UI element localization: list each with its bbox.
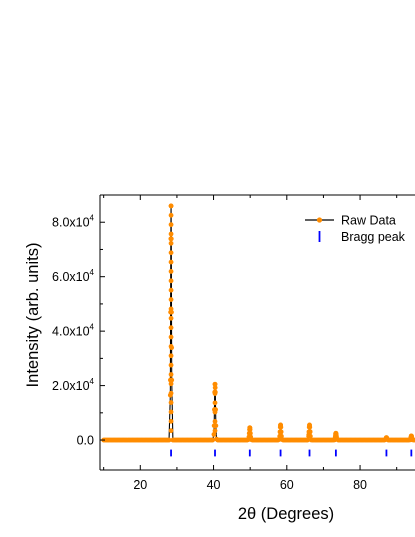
raw-data-point: [307, 433, 313, 439]
y-tick-exponent: 4: [90, 214, 95, 223]
y-tick-mantissa: 2.0x10: [52, 379, 90, 393]
raw-data-point: [168, 240, 174, 246]
legend-bragg-label: Bragg peak: [341, 230, 406, 244]
raw-data-markers: [101, 203, 415, 443]
raw-data-point: [168, 343, 174, 349]
raw-data-point: [168, 297, 174, 302]
y-tick-label: 2.0x104: [52, 377, 95, 393]
y-tick-label: 0.0: [77, 434, 94, 448]
y-tick-label: 6.0x104: [52, 268, 95, 284]
raw-data-point: [247, 431, 253, 437]
raw-data-point: [168, 334, 174, 340]
raw-data-point: [333, 430, 339, 436]
raw-data-point: [210, 437, 216, 443]
plot-area: [99, 194, 415, 471]
raw-data-point: [307, 422, 312, 428]
raw-data-point: [168, 212, 174, 218]
y-tick-label: 8.0x104: [52, 214, 95, 230]
raw-data-point: [247, 425, 253, 431]
raw-data-point: [212, 400, 218, 406]
raw-data-point: [168, 231, 174, 237]
raw-data-point: [212, 385, 218, 391]
data-layer: [101, 203, 415, 457]
raw-data-point: [384, 435, 389, 440]
legend-raw-marker: [316, 217, 323, 223]
y-tick-mantissa: 6.0x10: [52, 270, 90, 284]
x-tick-label: 40: [207, 478, 221, 492]
bragg-peaks: [170, 449, 413, 457]
y-tick-mantissa: 8.0x10: [52, 216, 90, 230]
raw-data-point: [212, 428, 218, 434]
x-axis: 20 40 60 80: [103, 195, 398, 492]
raw-data-point: [168, 409, 174, 415]
raw-data-point: [168, 259, 174, 265]
raw-data-point: [212, 419, 218, 424]
x-axis-title: 2θ (Degrees): [238, 505, 334, 523]
raw-data-point: [305, 437, 310, 443]
raw-data-point: [168, 269, 174, 274]
raw-data-point: [212, 381, 218, 387]
raw-data-point: [212, 409, 218, 415]
raw-data-point: [169, 377, 175, 383]
x-tick-label: 60: [280, 478, 294, 492]
raw-data-point: [212, 391, 218, 396]
x-tick-label: 20: [133, 478, 147, 492]
raw-data-point: [213, 423, 219, 429]
raw-data-point: [168, 250, 174, 256]
raw-data-point: [168, 428, 174, 434]
y-tick-mantissa: 4.0x10: [52, 325, 90, 339]
raw-data-point: [307, 430, 312, 435]
y-tick-mantissa: 0.0: [77, 434, 94, 448]
axes-frame: [99, 194, 415, 471]
raw-data-point: [278, 430, 283, 435]
raw-data-point: [168, 278, 174, 284]
raw-data-point: [168, 325, 174, 331]
raw-data-point: [168, 222, 174, 228]
raw-data-point: [168, 390, 174, 396]
raw-data-point: [168, 236, 174, 242]
raw-data-point: [278, 422, 283, 428]
raw-data-point: [168, 315, 174, 321]
raw-data-point: [168, 203, 174, 209]
x-tick-label: 80: [353, 478, 367, 492]
raw-data-point: [168, 400, 174, 405]
raw-data-point: [408, 433, 414, 439]
y-tick-exponent: 4: [90, 268, 95, 277]
raw-data-point: [333, 434, 339, 440]
raw-data-point: [166, 437, 172, 443]
legend-raw-label: Raw Data: [341, 214, 396, 228]
raw-data-point: [168, 372, 174, 377]
legend: Raw Data Bragg peak: [305, 214, 406, 244]
y-tick-label: 4.0x104: [52, 323, 95, 339]
raw-data-point: [168, 381, 174, 387]
y-tick-exponent: 4: [90, 323, 95, 332]
raw-data-point: [211, 432, 217, 437]
raw-data-point: [168, 418, 174, 424]
raw-data-point: [168, 306, 174, 312]
y-tick-exponent: 4: [90, 377, 95, 386]
raw-data-point: [168, 362, 174, 368]
raw-data-point: [168, 287, 174, 293]
y-axis-title: Intensity (arb. units): [24, 243, 42, 388]
raw-data-point: [168, 353, 174, 359]
